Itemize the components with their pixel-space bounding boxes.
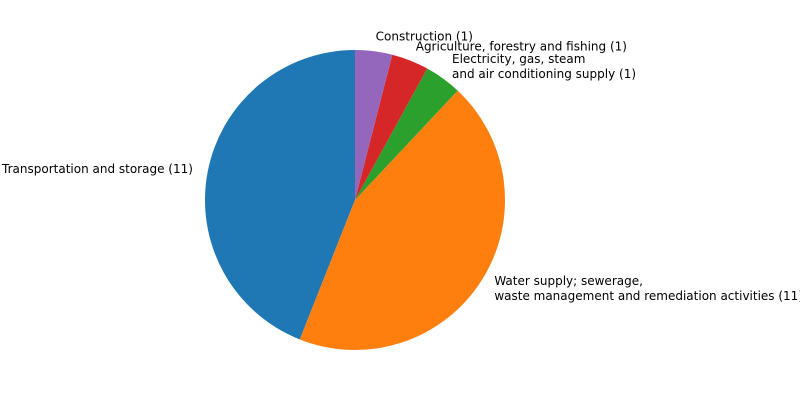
slice-label-electricity-gas-steam-and-air-conditioning-supply: Electricity, gas, steam and air condition…	[452, 52, 636, 81]
pie-slice-electricity-gas-steam-and-air-conditioning-supply	[355, 68, 458, 200]
slice-label-water-supply-sewerage-waste-management-and-remediation-activities: Water supply; sewerage, waste management …	[494, 274, 800, 303]
pie-slice-agriculture-forestry-and-fishing	[355, 54, 428, 200]
slice-label-line: Transportation and storage (11)	[1, 162, 193, 176]
pie-slice-transportation-and-storage	[205, 50, 355, 340]
slice-label-line: Construction (1)	[376, 29, 473, 43]
slice-label-agriculture-forestry-and-fishing: Agriculture, forestry and fishing (1)	[416, 40, 627, 54]
slice-label-line: waste management and remediation activit…	[494, 289, 800, 303]
pie-slice-water-supply-sewerage-waste-management-and-remediation-activities	[299, 90, 505, 350]
pie-slice-construction	[355, 50, 393, 200]
slice-label-construction: Construction (1)	[376, 29, 473, 43]
slice-label-line: Water supply; sewerage,	[494, 274, 643, 288]
slice-label-line: and air conditioning supply (1)	[452, 67, 636, 81]
slice-label-line: Agriculture, forestry and fishing (1)	[416, 40, 627, 54]
slice-label-line: Electricity, gas, steam	[452, 52, 585, 66]
slice-label-transportation-and-storage: Transportation and storage (11)	[1, 162, 193, 176]
